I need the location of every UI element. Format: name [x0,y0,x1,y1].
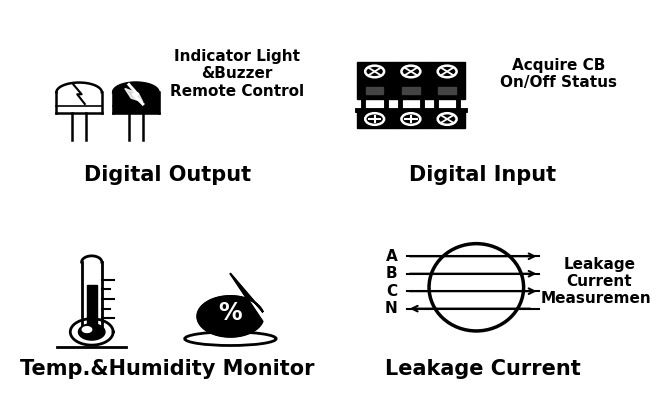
Polygon shape [356,81,393,99]
Circle shape [437,66,456,77]
Polygon shape [125,88,143,102]
Text: Digital Output: Digital Output [84,165,251,185]
Polygon shape [82,262,102,334]
Circle shape [365,113,384,125]
Polygon shape [113,82,159,92]
Text: Acquire CB
On/Off Status: Acquire CB On/Off Status [500,58,617,90]
Polygon shape [439,86,456,94]
Polygon shape [366,86,384,94]
Polygon shape [429,81,465,99]
Text: C: C [386,284,398,299]
Polygon shape [393,110,429,128]
Polygon shape [70,319,113,345]
Circle shape [365,66,384,77]
Polygon shape [429,110,465,128]
Text: %: % [218,302,242,326]
Text: Digital Input: Digital Input [409,165,556,185]
Text: Indicator Light
&Buzzer
Remote Control: Indicator Light &Buzzer Remote Control [170,49,304,99]
Polygon shape [79,324,105,340]
Circle shape [402,66,421,77]
Polygon shape [198,274,263,337]
Polygon shape [86,285,97,334]
Text: Leakage
Current
Measurement: Leakage Current Measurement [540,256,650,306]
Polygon shape [83,327,92,332]
Polygon shape [429,62,465,81]
Polygon shape [393,62,429,81]
Polygon shape [393,81,429,99]
Polygon shape [356,110,393,128]
Text: A: A [385,249,398,264]
Circle shape [437,113,456,125]
Text: B: B [386,266,398,281]
Polygon shape [356,62,393,81]
Polygon shape [402,86,420,94]
Text: Temp.&Humidity Monitor: Temp.&Humidity Monitor [20,359,315,379]
Circle shape [402,113,421,125]
Text: N: N [385,301,398,316]
Text: Leakage Current: Leakage Current [385,359,580,379]
Polygon shape [113,92,159,113]
